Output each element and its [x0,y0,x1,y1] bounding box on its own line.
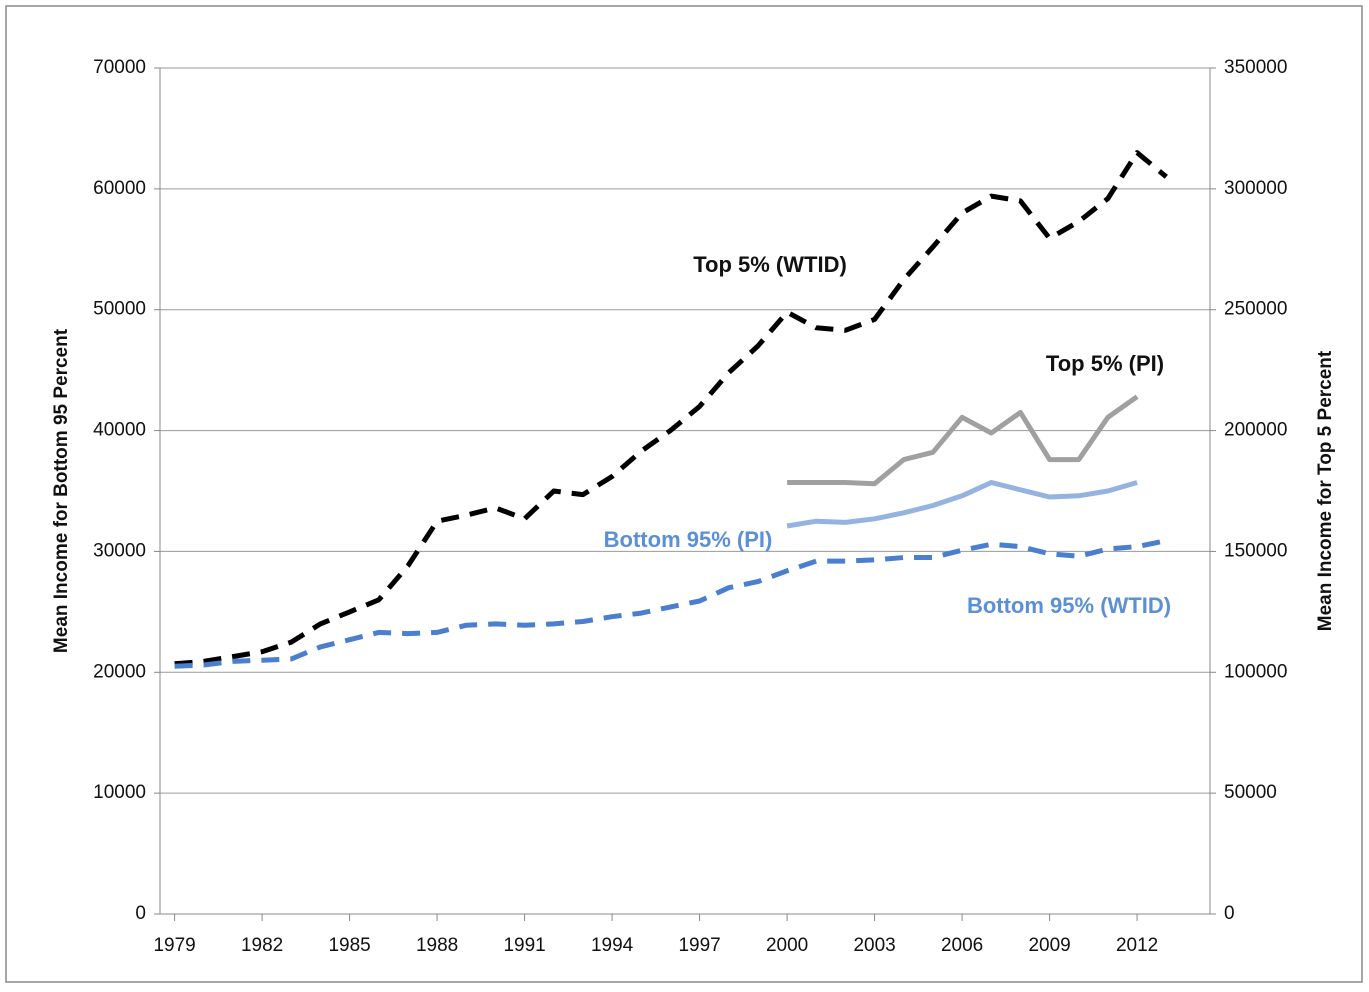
y2-tick-label: 350000 [1224,57,1287,78]
x-tick-label: 2012 [1116,935,1158,956]
y2-tick-label: 150000 [1224,540,1287,561]
x-tick-label: 1979 [153,935,195,956]
annotation: Bottom 95% (PI) [604,527,773,552]
y2-tick-label: 0 [1224,903,1235,924]
y-tick-label: 60000 [93,178,146,199]
annotation: Top 5% (WTID) [693,252,847,277]
y-tick-label: 50000 [93,299,146,320]
y2-tick-label: 50000 [1224,782,1277,803]
y2-tick-label: 100000 [1224,661,1287,682]
y2-tick-label: 250000 [1224,299,1287,320]
annotation: Top 5% (PI) [1046,351,1164,376]
x-tick-label: 2000 [766,935,808,956]
y-tick-label: 70000 [93,57,146,78]
x-tick-label: 2006 [941,935,983,956]
x-tick-label: 1994 [591,935,634,956]
x-tick-label: 1982 [241,935,283,956]
series-line [786,480,1138,529]
series-line [174,538,1167,669]
y-tick-label: 10000 [93,782,146,803]
x-tick-label: 1988 [416,935,458,956]
x-tick-label: 1985 [328,935,370,956]
y-axis-title: Mean Income for Bottom 95 Percent [51,328,72,653]
y-tick-label: 40000 [93,420,146,441]
x-tick-label: 1997 [678,935,720,956]
y-tick-label: 30000 [93,540,146,561]
x-tick-label: 2009 [1028,935,1070,956]
y-tick-label: 20000 [93,661,146,682]
x-tick-label: 2003 [853,935,895,956]
x-tick-label: 1991 [503,935,545,956]
series-line [174,150,1168,667]
y-tick-label: 0 [135,903,146,924]
chart-frame [5,5,1363,983]
y2-tick-label: 300000 [1224,178,1287,199]
series-line [787,394,1139,487]
y2-tick-label: 200000 [1224,420,1287,441]
y2-axis-title: Mean Income for Top 5 Percent [1315,350,1336,631]
annotation: Bottom 95% (WTID) [967,593,1171,618]
